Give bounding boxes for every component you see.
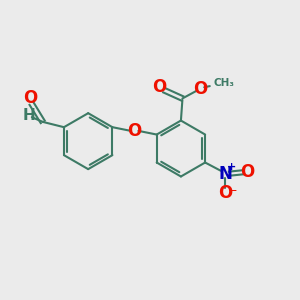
Text: +: +	[227, 162, 236, 172]
Text: O: O	[218, 184, 232, 202]
Text: ⁻: ⁻	[229, 186, 236, 200]
Text: O: O	[153, 78, 167, 96]
Text: O: O	[240, 163, 255, 181]
Text: O: O	[23, 89, 37, 107]
Text: N: N	[218, 165, 232, 183]
Text: CH₃: CH₃	[214, 78, 235, 88]
Text: O: O	[193, 80, 207, 98]
Text: H: H	[23, 108, 36, 123]
Text: O: O	[128, 122, 142, 140]
